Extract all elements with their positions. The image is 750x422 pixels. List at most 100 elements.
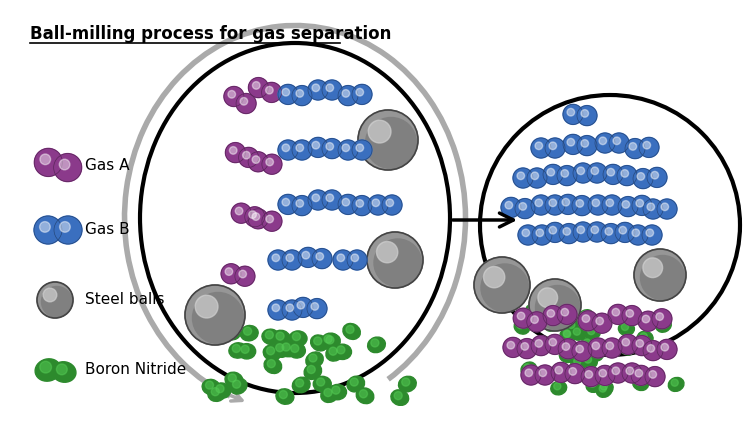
Circle shape — [622, 338, 630, 346]
Circle shape — [276, 344, 284, 352]
Ellipse shape — [596, 383, 612, 398]
Circle shape — [536, 229, 544, 237]
Circle shape — [282, 300, 302, 320]
Circle shape — [555, 366, 562, 374]
Circle shape — [296, 144, 304, 151]
Circle shape — [307, 299, 327, 319]
Circle shape — [600, 383, 608, 390]
Circle shape — [266, 331, 273, 339]
Circle shape — [531, 316, 538, 323]
Circle shape — [193, 292, 244, 344]
Circle shape — [591, 316, 598, 324]
Circle shape — [525, 369, 532, 376]
Circle shape — [642, 225, 662, 245]
Circle shape — [324, 389, 332, 397]
Circle shape — [621, 323, 628, 330]
Circle shape — [312, 84, 320, 92]
Circle shape — [505, 201, 513, 209]
Circle shape — [296, 379, 304, 387]
Ellipse shape — [326, 345, 344, 361]
Circle shape — [573, 163, 593, 183]
Circle shape — [333, 250, 353, 270]
Circle shape — [291, 344, 298, 352]
Circle shape — [595, 365, 615, 385]
Circle shape — [272, 304, 280, 311]
Ellipse shape — [240, 325, 258, 341]
Circle shape — [637, 173, 645, 180]
Circle shape — [351, 254, 358, 262]
Circle shape — [634, 249, 686, 301]
Ellipse shape — [229, 343, 247, 358]
Circle shape — [292, 140, 312, 160]
Circle shape — [266, 158, 274, 166]
Circle shape — [529, 279, 581, 331]
Circle shape — [577, 135, 597, 156]
Ellipse shape — [521, 362, 536, 376]
Circle shape — [568, 321, 574, 328]
Circle shape — [588, 327, 595, 335]
Ellipse shape — [238, 344, 256, 359]
Circle shape — [631, 365, 651, 385]
Circle shape — [311, 303, 319, 310]
Ellipse shape — [668, 377, 684, 392]
Circle shape — [575, 313, 582, 320]
Circle shape — [558, 339, 578, 359]
Circle shape — [238, 147, 259, 168]
Circle shape — [617, 165, 637, 186]
Circle shape — [342, 89, 350, 97]
Circle shape — [232, 344, 240, 352]
Circle shape — [282, 144, 290, 151]
Ellipse shape — [292, 377, 310, 393]
Circle shape — [513, 168, 533, 188]
Circle shape — [545, 334, 565, 354]
Circle shape — [244, 327, 252, 335]
Circle shape — [372, 199, 380, 207]
Circle shape — [618, 197, 638, 216]
Circle shape — [572, 341, 592, 361]
Circle shape — [298, 247, 318, 268]
Ellipse shape — [213, 383, 230, 398]
Circle shape — [557, 304, 577, 325]
Ellipse shape — [202, 379, 220, 395]
Circle shape — [337, 254, 344, 262]
Circle shape — [622, 306, 642, 326]
Circle shape — [236, 94, 256, 114]
Circle shape — [536, 286, 580, 330]
Circle shape — [535, 142, 542, 150]
Ellipse shape — [264, 358, 282, 373]
Circle shape — [350, 378, 358, 386]
Circle shape — [581, 311, 588, 319]
Circle shape — [632, 335, 652, 356]
Circle shape — [657, 339, 677, 360]
Circle shape — [241, 345, 249, 353]
Circle shape — [636, 340, 644, 347]
Ellipse shape — [35, 359, 61, 381]
Circle shape — [312, 141, 320, 149]
Circle shape — [608, 363, 628, 383]
Circle shape — [622, 200, 630, 208]
Circle shape — [543, 165, 563, 184]
Circle shape — [588, 195, 608, 215]
Circle shape — [599, 137, 607, 145]
Circle shape — [535, 340, 543, 347]
Ellipse shape — [322, 334, 340, 350]
Ellipse shape — [310, 335, 328, 351]
Circle shape — [262, 211, 282, 231]
Ellipse shape — [272, 342, 290, 357]
Circle shape — [563, 104, 583, 124]
Circle shape — [640, 255, 685, 300]
Ellipse shape — [580, 338, 596, 351]
Circle shape — [252, 156, 260, 163]
Circle shape — [582, 315, 590, 322]
Circle shape — [557, 165, 577, 186]
Ellipse shape — [314, 376, 332, 392]
Circle shape — [590, 349, 598, 356]
Circle shape — [632, 229, 640, 237]
Ellipse shape — [560, 349, 575, 362]
Circle shape — [643, 141, 650, 149]
Circle shape — [519, 203, 526, 210]
Circle shape — [293, 298, 313, 317]
Circle shape — [645, 367, 665, 387]
Circle shape — [329, 347, 337, 355]
Circle shape — [326, 336, 334, 344]
